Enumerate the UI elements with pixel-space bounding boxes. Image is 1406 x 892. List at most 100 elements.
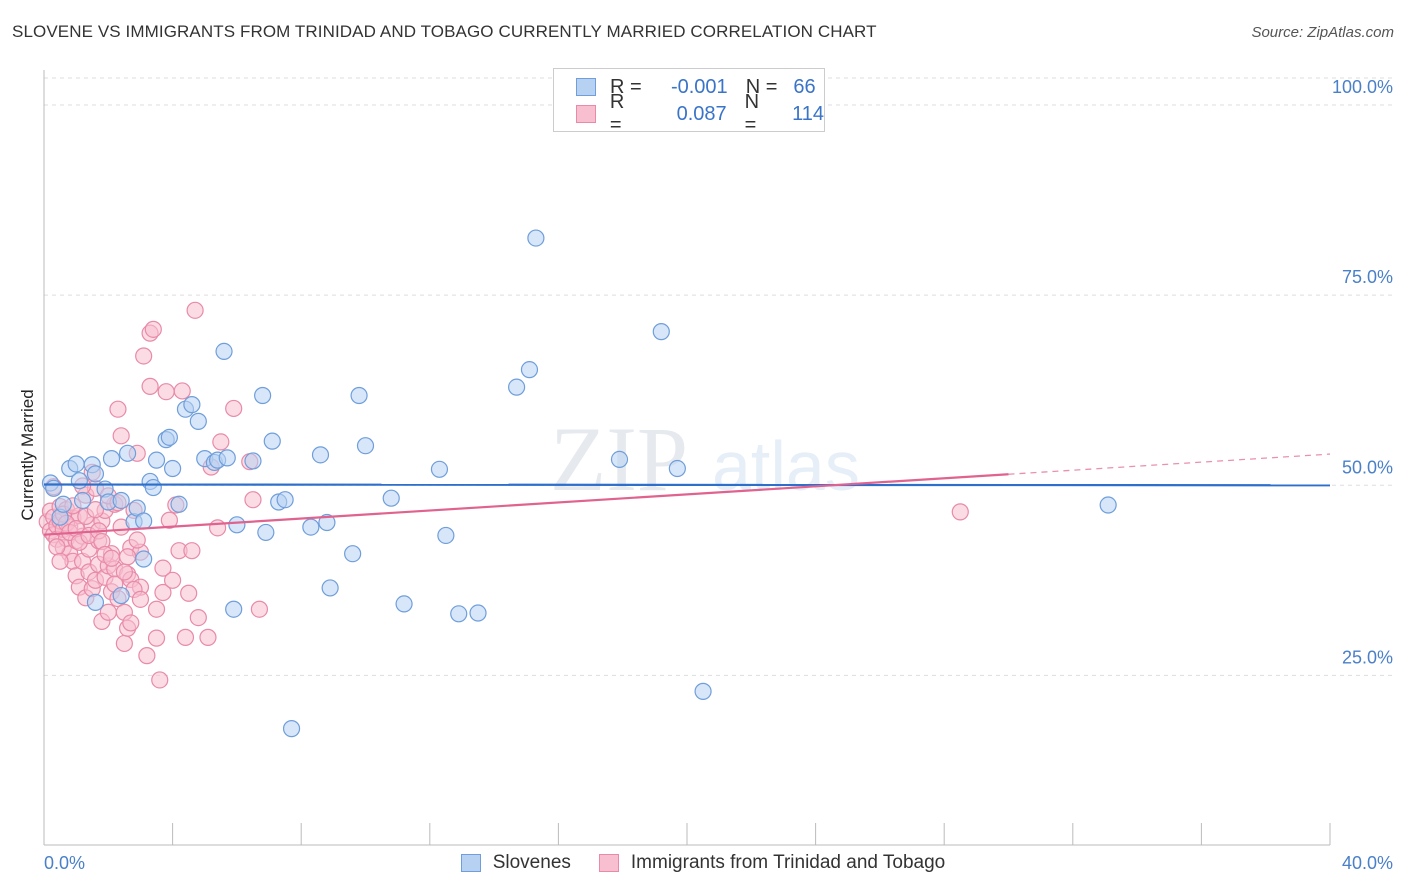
- data-point: [115, 563, 133, 581]
- data-point: [118, 548, 137, 566]
- data-point: [244, 491, 262, 509]
- data-point: [51, 552, 69, 570]
- data-point: [135, 347, 153, 365]
- data-point: [437, 526, 455, 545]
- data-point: [147, 600, 166, 618]
- data-point: [112, 586, 130, 605]
- data-point: [527, 229, 545, 247]
- data-point: [282, 720, 301, 738]
- data-point: [48, 538, 66, 556]
- data-point: [135, 550, 153, 568]
- data-point: [302, 518, 320, 536]
- data-point: [86, 500, 105, 519]
- data-point: [215, 342, 233, 361]
- y-tick-label: 75.0%: [1342, 267, 1393, 287]
- data-point: [67, 455, 85, 473]
- data-point: [430, 460, 449, 478]
- data-point: [86, 593, 105, 611]
- legend-r-label: R =: [609, 91, 625, 136]
- legend-r-value: 0.087: [676, 102, 727, 125]
- data-point: [212, 433, 230, 451]
- axes: [43, 70, 1331, 846]
- data-point: [45, 479, 63, 497]
- x-tick-label: 40.0%: [1342, 853, 1393, 873]
- chart-title: SLOVENE VS IMMIGRANTS FROM TRINIDAD AND …: [12, 22, 877, 41]
- trend-lines: [43, 453, 1331, 536]
- data-point: [199, 628, 217, 646]
- legend-label-immigrants: Immigrants from Trinidad and Tobago: [630, 852, 946, 873]
- watermark-atlas: atlas: [712, 427, 860, 505]
- x-tick-label: 0.0%: [44, 853, 85, 873]
- data-point: [382, 489, 400, 507]
- data-point: [321, 579, 339, 597]
- trend-line-slovenes: [43, 483, 1331, 487]
- data-point: [151, 671, 169, 689]
- data-point: [652, 323, 670, 341]
- data-point: [144, 320, 162, 338]
- data-point: [144, 478, 162, 497]
- trend-line-immigrants-extension: [1008, 453, 1331, 475]
- data-point: [189, 412, 207, 430]
- data-point: [254, 386, 272, 405]
- data-point: [350, 386, 368, 405]
- y-tick-label: 50.0%: [1342, 457, 1393, 477]
- legend-r-label: R =: [610, 75, 642, 98]
- data-point: [668, 459, 686, 478]
- data-point: [109, 400, 127, 418]
- data-point: [157, 383, 175, 401]
- data-point: [131, 590, 150, 608]
- data-point: [469, 604, 487, 622]
- data-point: [318, 513, 336, 532]
- data-point: [183, 542, 201, 560]
- series-legend: Slovenes Immigrants from Trinidad and To…: [0, 852, 1406, 874]
- y-tick-label: 100.0%: [1332, 77, 1393, 97]
- legend-row-immigrants: R = 0.087 N = 114: [576, 91, 824, 136]
- data-point: [180, 584, 198, 602]
- data-point: [610, 450, 629, 469]
- legend-n-label: N =: [744, 91, 760, 136]
- data-point: [160, 511, 178, 529]
- legend-n-value: 66: [793, 75, 816, 98]
- legend-label-slovenes: Slovenes: [492, 852, 571, 873]
- data-point: [508, 378, 526, 396]
- data-point: [54, 495, 72, 513]
- data-point: [141, 377, 159, 395]
- legend-swatch-pink: [576, 105, 596, 123]
- data-point: [183, 396, 201, 414]
- data-point: [1099, 496, 1117, 514]
- data-point: [189, 608, 207, 627]
- source-label: Source: ZipAtlas.com: [1251, 24, 1394, 41]
- data-point: [951, 503, 969, 521]
- data-point: [160, 428, 178, 446]
- watermark: ZIP atlas: [550, 408, 860, 510]
- trend-line-immigrants: [43, 473, 1009, 536]
- legend-item-slovenes: Slovenes: [460, 852, 571, 874]
- legend-n-label: N =: [745, 75, 778, 98]
- data-point: [138, 647, 156, 665]
- data-point: [244, 452, 262, 470]
- legend-n-value: 114: [792, 102, 824, 125]
- tick-labels: 25.0% 50.0% 75.0% 100.0% 0.0% 40.0%: [44, 77, 1393, 873]
- data-point: [170, 495, 188, 513]
- legend-swatch-blue: [576, 78, 596, 96]
- legend-r-value: -0.001: [670, 75, 728, 98]
- data-point: [520, 361, 539, 379]
- data-point: [122, 614, 140, 632]
- series-slovenes-points: [41, 229, 1117, 738]
- data-point: [70, 472, 88, 490]
- data-point: [450, 605, 468, 623]
- data-point: [154, 583, 172, 602]
- data-point: [112, 491, 130, 510]
- data-point: [135, 512, 153, 530]
- data-point: [154, 559, 172, 577]
- data-point: [147, 629, 166, 647]
- data-point: [164, 571, 182, 589]
- data-point: [209, 519, 227, 537]
- grid-lines: [44, 77, 1392, 676]
- data-point: [694, 682, 712, 700]
- data-point: [276, 491, 294, 509]
- data-point: [112, 427, 130, 445]
- data-point: [356, 437, 375, 455]
- data-point: [128, 531, 146, 549]
- legend-swatch-pink: [598, 854, 619, 872]
